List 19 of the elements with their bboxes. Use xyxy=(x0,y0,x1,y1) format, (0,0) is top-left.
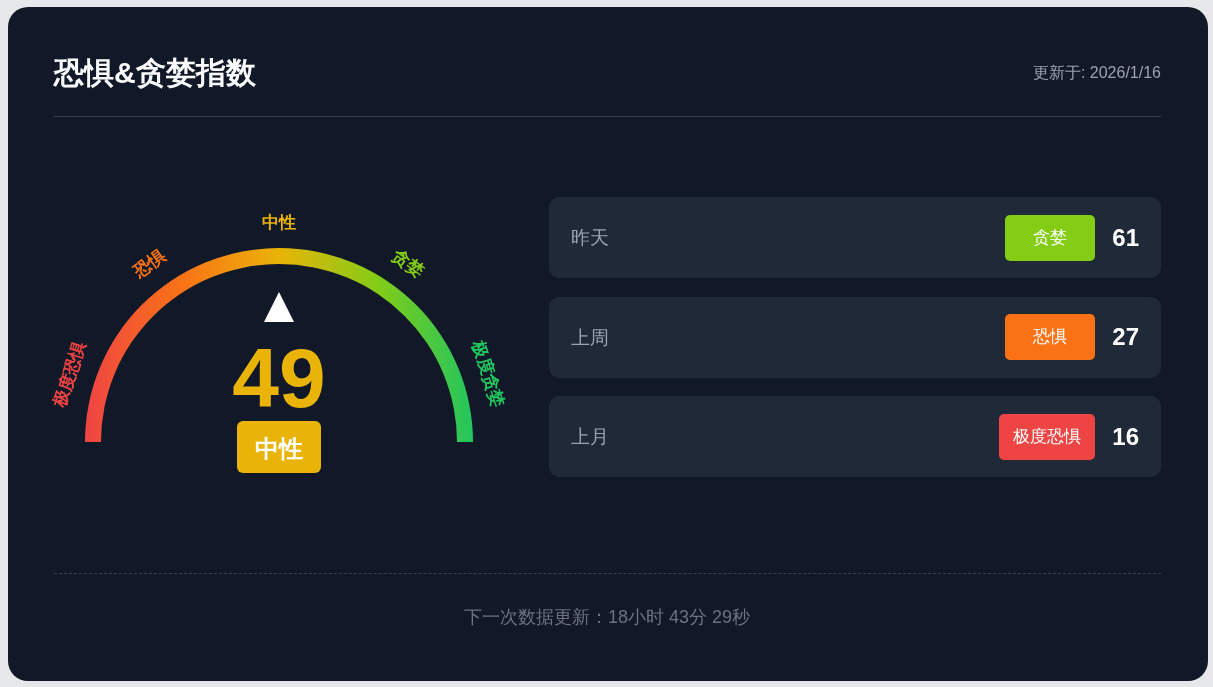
text: 更新于: 2026/1/16 xyxy=(1032,63,1161,83)
text: 49 xyxy=(232,331,326,425)
category-label: 昨天 xyxy=(571,226,609,250)
text: 极度恐惧 xyxy=(999,413,1095,460)
data-label: 61 xyxy=(1111,223,1139,252)
category-label: 极度贪婪 xyxy=(468,337,508,410)
text: 贪婪 xyxy=(1005,214,1095,261)
category-label: 上月 xyxy=(571,425,609,449)
category-label: 恐惧 xyxy=(129,246,170,283)
text: 恐惧&贪婪指数 xyxy=(54,55,256,91)
category-label: 上周 xyxy=(571,325,609,350)
data-label: 16 xyxy=(1111,422,1139,451)
text: 下一次数据更新：18小时 43分 29秒 xyxy=(463,606,751,628)
category-label: 中性 xyxy=(262,212,296,232)
data-label: 27 xyxy=(1111,323,1139,351)
text: 中性 xyxy=(255,434,303,462)
text: 恐惧 xyxy=(1005,314,1095,360)
category-label: 极度恐惧 xyxy=(49,338,90,411)
category-label: 贪婪 xyxy=(388,245,428,282)
